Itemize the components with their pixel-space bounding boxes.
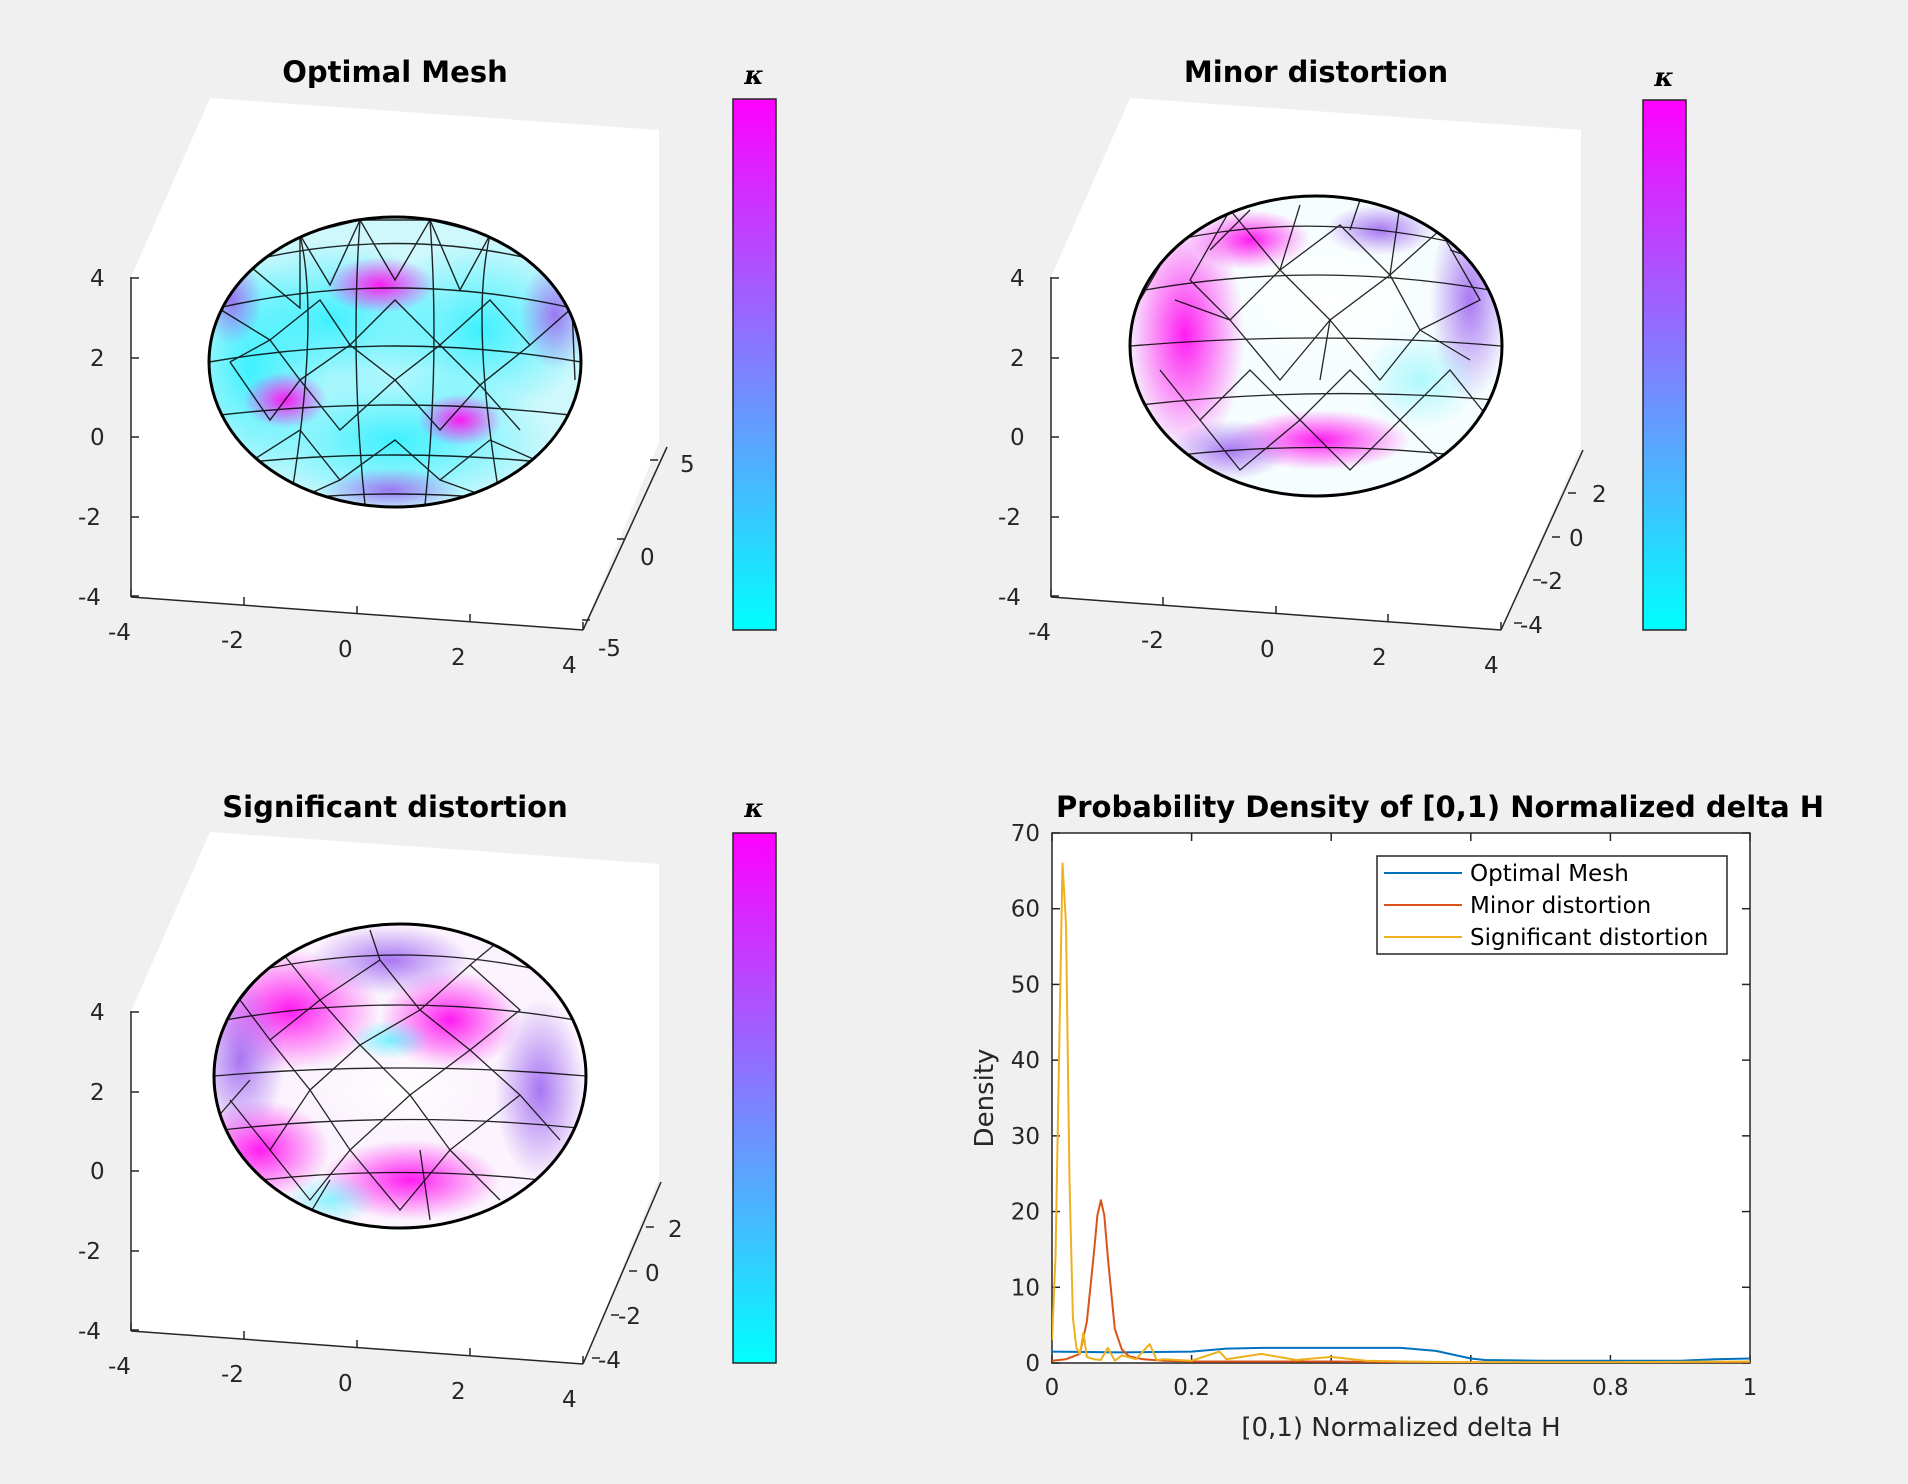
panel-title: Significant distortion xyxy=(222,790,567,824)
colorbar-label: κ xyxy=(1653,63,1674,93)
z-tick-label: 0 xyxy=(1010,425,1025,451)
y-tick-label: -2 xyxy=(1540,569,1563,595)
z-tick-label: -2 xyxy=(78,505,101,531)
y-tick-label: 50 xyxy=(1011,972,1040,998)
x-axis-ticks xyxy=(1050,589,1502,630)
z-tick-label: 4 xyxy=(90,1000,105,1026)
x-tick-label: -4 xyxy=(1028,620,1051,646)
y-tick-label: 10 xyxy=(1011,1275,1040,1301)
y-tick-label: 0 xyxy=(640,545,655,571)
colorbar-label: κ xyxy=(743,794,764,824)
x-tick-label: 2 xyxy=(1372,645,1387,671)
x-axis-label: [0,1) Normalized delta H xyxy=(1241,1413,1560,1443)
x-tick-label: -2 xyxy=(221,1362,244,1388)
legend-label: Minor distortion xyxy=(1470,893,1651,919)
y-tick-label: 5 xyxy=(680,452,695,478)
x-axis-ticks xyxy=(130,589,584,630)
z-axis-ticks xyxy=(131,277,139,597)
z-axis-ticks xyxy=(131,1011,139,1331)
x-tick-label: 4 xyxy=(1484,653,1499,679)
panel-title: Optimal Mesh xyxy=(282,55,507,89)
x-tick-label: 0 xyxy=(1260,637,1275,663)
z-tick-label: 2 xyxy=(90,1080,105,1106)
y-tick-label: 0 xyxy=(1025,1351,1040,1377)
z-tick-label: -4 xyxy=(78,1319,101,1345)
y-tick-label: -4 xyxy=(598,1348,621,1374)
z-tick-label: 4 xyxy=(90,266,105,292)
x-tick-label: -2 xyxy=(1141,628,1164,654)
x-tick-label: 4 xyxy=(562,1387,577,1413)
z-tick-label: 2 xyxy=(90,346,105,372)
colorbar: κ xyxy=(1642,63,1687,631)
mesh-panel-significant: 4 2 0 -2 -4 -4 -2 0 2 4 2 0 -2 -4 Signif… xyxy=(78,790,777,1413)
y-tick-label: -4 xyxy=(1520,613,1543,639)
y-tick-label: -5 xyxy=(598,636,621,662)
legend-label: Significant distortion xyxy=(1470,925,1708,951)
legend: Optimal Mesh Minor distortion Significan… xyxy=(1376,855,1728,955)
z-tick-label: -2 xyxy=(998,505,1021,531)
x-tick-label: 0 xyxy=(338,1371,353,1397)
mesh-surface xyxy=(1128,194,1504,498)
x-tick-label: -4 xyxy=(108,620,131,646)
y-axis-ticks xyxy=(582,459,658,621)
y-axis-ticks xyxy=(1514,492,1576,624)
y-tick-label: 70 xyxy=(1011,821,1040,847)
z-tick-label: -4 xyxy=(78,585,101,611)
y-tick-label: 20 xyxy=(1011,1200,1040,1226)
series-line-optimal-mesh xyxy=(1052,1346,1750,1362)
x-tick-label: 0 xyxy=(338,637,353,663)
y-axis-label: Density xyxy=(970,1049,1000,1148)
y-tick-label: -2 xyxy=(618,1304,641,1330)
x-tick-label: 4 xyxy=(562,653,577,679)
chart-title: Probability Density of [0,1) Normalized … xyxy=(1056,790,1824,824)
z-tick-label: 0 xyxy=(90,425,105,451)
y-tick-label: 0 xyxy=(645,1261,660,1287)
x-tick-label: 0 xyxy=(1045,1375,1060,1401)
panel-title: Minor distortion xyxy=(1184,55,1448,89)
y-tick-label: 0 xyxy=(1569,526,1584,552)
x-tick-label: -2 xyxy=(221,628,244,654)
series-lines xyxy=(1052,862,1750,1363)
x-axis-ticks xyxy=(130,1323,584,1364)
z-tick-label: 4 xyxy=(1010,266,1025,292)
z-tick-label: -4 xyxy=(998,585,1021,611)
x-tick-label: 0.4 xyxy=(1313,1375,1350,1401)
x-tick-label: 0.2 xyxy=(1173,1375,1210,1401)
x-tick-label: -4 xyxy=(108,1354,131,1380)
x-tick-label: 0.6 xyxy=(1453,1375,1490,1401)
x-tick-label: 0.8 xyxy=(1592,1375,1629,1401)
x-tick-label: 1 xyxy=(1743,1375,1758,1401)
density-plot: Probability Density of [0,1) Normalized … xyxy=(970,790,1824,1443)
mesh-surface xyxy=(212,922,588,1230)
z-axis-ticks xyxy=(1051,277,1059,597)
z-tick-label: 2 xyxy=(1010,346,1025,372)
colorbar-label: κ xyxy=(743,61,764,91)
z-tick-label: 0 xyxy=(90,1159,105,1185)
y-tick-label: 2 xyxy=(668,1217,683,1243)
x-tick-label: 2 xyxy=(451,645,466,671)
series-line-significant-distortion xyxy=(1052,862,1750,1363)
y-axis-ticks xyxy=(592,1226,654,1359)
y-tick-label: 2 xyxy=(1592,482,1607,508)
mesh-panel-minor: 4 2 0 -2 -4 -4 -2 0 2 4 2 0 -2 -4 Minor … xyxy=(998,55,1687,679)
y-tick-label: 60 xyxy=(1011,897,1040,923)
x-tick-label: 2 xyxy=(451,1379,466,1405)
y-tick-label: 40 xyxy=(1011,1048,1040,1074)
colorbar: κ xyxy=(732,794,777,1364)
z-tick-label: -2 xyxy=(78,1239,101,1265)
y-tick-label: 30 xyxy=(1011,1124,1040,1150)
legend-label: Optimal Mesh xyxy=(1470,861,1629,887)
mesh-panel-optimal: 4 2 0 -2 -4 -4 -2 0 2 4 5 0 -5 Optimal M… xyxy=(78,55,777,679)
colorbar: κ xyxy=(732,61,777,631)
